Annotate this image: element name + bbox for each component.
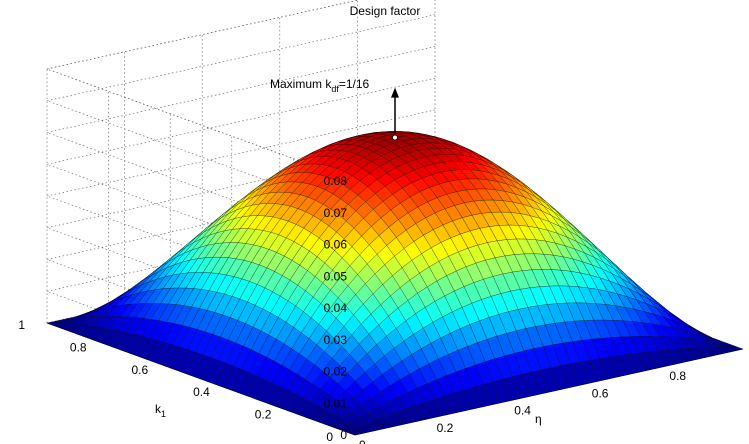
grid-line-z <box>46 259 356 372</box>
chart-title: Design factor <box>350 4 421 18</box>
grid-line-z <box>46 100 356 214</box>
z-tick-label: 0.06 <box>324 238 348 252</box>
grid-line-z <box>46 195 356 309</box>
z-tick-label: 0.01 <box>324 396 348 410</box>
y-tick-label: 0.8 <box>70 340 87 354</box>
surface-mesh <box>46 131 744 436</box>
maximum-marker <box>392 134 398 141</box>
x-tick-label: 0.6 <box>592 386 609 400</box>
z-tick-label: 0.04 <box>324 301 348 315</box>
z-tick-label: 0.03 <box>324 333 348 347</box>
annotation-subscript: df <box>331 84 339 94</box>
maximum-annotation: Maximum kdf=1/16 <box>270 77 370 94</box>
grid-line-z <box>46 132 356 245</box>
annotation-suffix: =1/16 <box>339 77 370 91</box>
back-edge <box>46 68 356 182</box>
grid-line-z <box>46 227 356 341</box>
y-tick-label: 0.4 <box>193 385 210 399</box>
x-tick-label: 0.2 <box>437 421 454 435</box>
grid-line-z <box>46 46 436 133</box>
y-tick-label: 0.2 <box>255 408 272 422</box>
z-tick-label: 0.05 <box>324 269 348 283</box>
y-axis-label-subscript: 1 <box>161 409 166 419</box>
x-tick-label: 0.4 <box>514 404 531 418</box>
z-tick-label: 0.07 <box>324 206 348 220</box>
z-tick-label: 0 <box>340 428 347 442</box>
tick-labels: 0 0.01 0.02 0.03 0.04 0.05 0.06 0.07 0.08 0 0.2 0.4… <box>18 174 686 444</box>
annotation-arrow-head <box>391 87 399 98</box>
z-tick-label: 0.08 <box>324 174 348 188</box>
y-axis-label-main: k <box>155 402 162 416</box>
grid-line-z <box>46 163 356 277</box>
y-tick-label: 0.6 <box>132 363 149 377</box>
annotation-prefix: Maximum k <box>270 77 332 91</box>
x-axis-label: η <box>535 412 542 426</box>
y-tick-label: 1 <box>18 318 25 332</box>
y-tick-label: 0 <box>326 430 333 444</box>
x-tick-label: 0.8 <box>669 369 686 383</box>
grid-line-z <box>46 14 436 102</box>
y-axis-label: k1 <box>155 402 166 419</box>
z-tick-label: 0.02 <box>324 365 348 379</box>
annotation-layer <box>391 87 399 141</box>
surface-patch <box>346 428 366 436</box>
x-tick-label: 0 <box>359 438 366 444</box>
